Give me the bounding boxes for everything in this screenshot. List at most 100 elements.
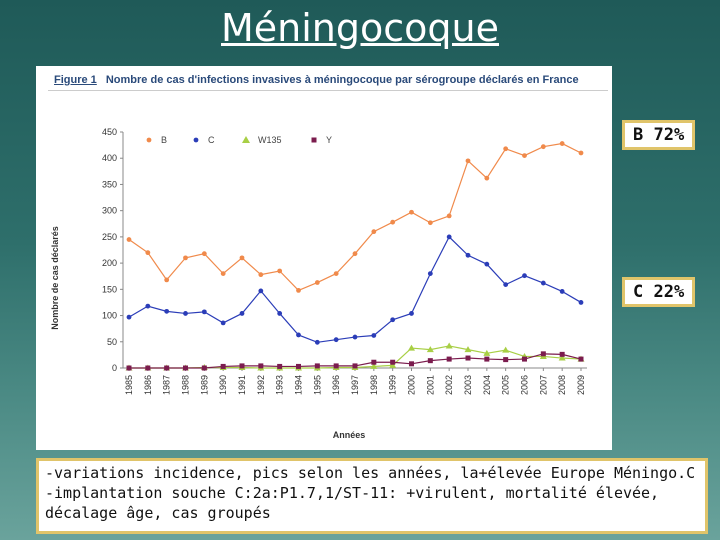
- data-point-c: [145, 303, 151, 309]
- x-tick-label: 1986: [143, 375, 153, 395]
- data-point-w135: [370, 362, 378, 369]
- data-point-c: [409, 311, 414, 316]
- data-point-c: [296, 332, 301, 338]
- legend-marker: [193, 137, 199, 143]
- x-tick-label: 1989: [199, 375, 209, 395]
- chart-axes: 0 50 100 150 200 250 300 350 400 450 1985 1986 1987 1…: [102, 127, 587, 395]
- data-point-c: [540, 280, 546, 286]
- y-tick-label: 200: [102, 258, 117, 268]
- y-tick-label: 350: [102, 179, 117, 189]
- data-point-c: [258, 288, 264, 294]
- y-tick-label: 100: [102, 311, 117, 321]
- legend-label: C: [208, 135, 215, 145]
- data-point-c: [164, 308, 170, 314]
- data-point-c: [465, 252, 471, 258]
- data-point-y: [578, 356, 584, 362]
- x-tick-label: 2004: [482, 375, 492, 395]
- data-point-c: [503, 282, 509, 288]
- data-point-w135: [426, 346, 434, 353]
- data-point-y: [126, 365, 132, 371]
- data-point-w135: [408, 344, 415, 351]
- figure-header: Figure 1 Nombre de cas d'infections inva…: [48, 70, 608, 91]
- data-point-c: [201, 309, 207, 315]
- legend-label: W135: [258, 135, 282, 145]
- data-point-b: [390, 219, 396, 225]
- data-point-c: [126, 314, 132, 320]
- x-tick-label: 1994: [294, 375, 304, 395]
- data-point-y: [333, 363, 339, 369]
- x-tick-label: 1996: [331, 375, 341, 395]
- data-point-y: [201, 365, 207, 371]
- data-point-b: [258, 272, 264, 278]
- y-tick-label: 400: [102, 153, 117, 163]
- note-line-3: décalage âge, cas groupés: [45, 504, 271, 522]
- data-point-b: [427, 220, 433, 226]
- data-point-c: [522, 273, 527, 279]
- data-point-y: [446, 356, 452, 362]
- data-point-y: [277, 363, 283, 369]
- y-axis-label: Nombre de cas déclarés: [50, 226, 60, 330]
- data-point-c: [427, 271, 433, 276]
- legend-marker: [146, 137, 152, 143]
- data-point-y: [522, 356, 527, 362]
- data-point-y: [296, 363, 301, 369]
- data-point-y: [390, 359, 396, 365]
- x-tick-label: 1987: [162, 375, 172, 395]
- y-tick-label: 450: [102, 127, 117, 137]
- x-tick-label: 2006: [520, 375, 530, 395]
- data-point-b: [239, 255, 245, 261]
- data-point-y: [164, 365, 170, 371]
- data-point-b: [333, 271, 339, 276]
- x-tick-label: 2009: [576, 375, 586, 395]
- x-tick-label: 1990: [218, 375, 228, 395]
- y-tick-label: 250: [102, 232, 117, 242]
- line-chart: 0 50 100 150 200 250 300 350 400 450 1985 1986 1987 1…: [50, 127, 587, 440]
- data-point-b: [465, 158, 471, 164]
- data-point-y: [239, 363, 245, 369]
- data-point-y: [484, 356, 490, 362]
- notes-box: -variations incidence, pics selon les an…: [36, 458, 708, 534]
- data-point-y: [258, 363, 264, 369]
- data-point-c: [183, 311, 188, 316]
- data-point-b: [446, 213, 452, 219]
- data-point-y: [220, 363, 226, 369]
- y-tick-label: 300: [102, 206, 117, 216]
- x-tick-label: 2001: [425, 375, 435, 395]
- data-point-b: [277, 268, 283, 274]
- data-point-y: [540, 351, 546, 357]
- data-point-y: [183, 365, 188, 371]
- series-line-b: [128, 142, 582, 292]
- data-point-c: [352, 334, 358, 340]
- data-point-b: [183, 255, 188, 261]
- x-tick-label: 2007: [538, 375, 548, 395]
- data-point-b: [540, 144, 546, 150]
- chart-panel: [36, 66, 612, 450]
- data-point-w135: [389, 361, 397, 368]
- data-point-c: [333, 337, 339, 343]
- x-tick-label: 1993: [275, 375, 285, 395]
- chart-series: [125, 141, 585, 371]
- x-tick-label: 1985: [124, 375, 134, 395]
- x-tick-label: 2005: [501, 375, 511, 395]
- data-point-w135: [558, 354, 566, 361]
- legend-label: B: [161, 135, 167, 145]
- data-point-y: [465, 355, 471, 361]
- x-tick-label: 1991: [237, 375, 247, 395]
- slide-title: Méningocoque: [221, 6, 499, 50]
- y-tick-label: 150: [102, 284, 117, 294]
- note-line-2: -implantation souche C:2a:P1.7,1/ST-11: …: [45, 484, 660, 502]
- data-point-w135: [502, 346, 510, 353]
- data-point-b: [352, 251, 358, 257]
- data-point-c: [314, 339, 320, 345]
- data-point-b: [559, 141, 565, 146]
- data-point-c: [371, 333, 377, 338]
- data-point-c: [559, 289, 565, 294]
- data-point-b: [522, 153, 527, 158]
- figure-caption: Nombre de cas d'infections invasives à m…: [105, 74, 579, 86]
- data-point-y: [503, 357, 509, 363]
- data-point-b: [164, 277, 170, 283]
- note-line-1: -variations incidence, pics selon les an…: [45, 464, 696, 482]
- callout-b-percent: B 72%: [622, 120, 696, 150]
- data-point-c: [446, 234, 452, 240]
- data-point-y: [352, 363, 358, 369]
